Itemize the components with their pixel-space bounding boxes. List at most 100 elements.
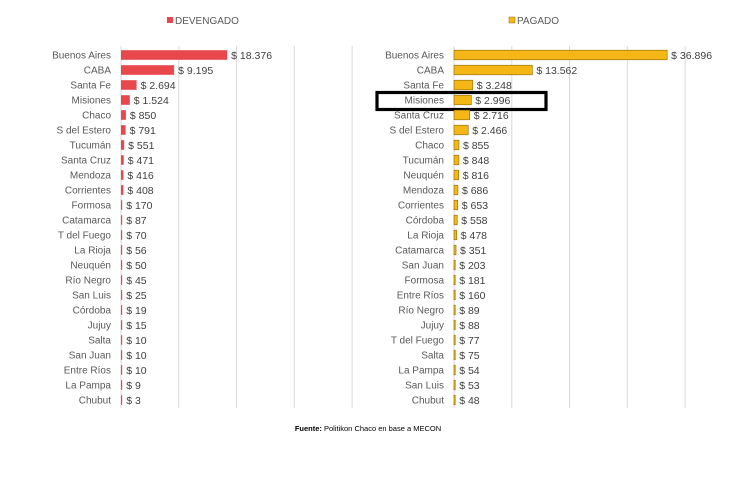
source-note: Fuente: Politikon Chaco en base a MECON — [295, 424, 441, 433]
data-label-caba: $ 13.562 — [536, 65, 577, 77]
data-label-santa-cruz: $ 471 — [128, 155, 154, 167]
data-label-cordoba: $ 558 — [461, 215, 487, 227]
source-note-bold: Fuente: — [295, 424, 322, 433]
bar-jujuy — [453, 319, 456, 331]
category-label-santa-fe: Santa Fe — [403, 81, 444, 92]
data-label-la-pampa: $ 9 — [126, 380, 141, 392]
legend: PAGADO — [508, 16, 559, 27]
bar-catamarca — [121, 215, 123, 225]
data-label-san-juan: $ 203 — [459, 260, 485, 272]
category-label-la-rioja: La Rioja — [74, 246, 111, 257]
bar-mendoza — [121, 170, 124, 180]
pagado-chart: PAGADO Buenos Aires $ 36.896 CABA $ 13.562 Sa… — [375, 16, 712, 408]
category-label-salta: Salta — [421, 351, 444, 362]
data-label-chaco: $ 850 — [130, 110, 156, 122]
category-label-s-del-estero: S del Estero — [57, 126, 112, 137]
category-label-formosa: Formosa — [405, 276, 445, 287]
category-label-la-rioja: La Rioja — [407, 231, 444, 242]
bar-cordoba — [453, 214, 458, 226]
data-label-neuquen: $ 50 — [126, 260, 147, 272]
bar-salta — [121, 335, 123, 345]
bar-salta — [453, 349, 456, 361]
data-label-mendoza: $ 416 — [127, 170, 153, 182]
legend-label: DEVENGADO — [175, 16, 239, 27]
category-label-chubut: Chubut — [79, 396, 111, 407]
category-label-mendoza: Mendoza — [403, 186, 445, 197]
category-label-salta: Salta — [88, 336, 111, 347]
bar-s-del-estero — [453, 124, 469, 136]
data-label-rio-negro: $ 45 — [126, 275, 147, 287]
category-label-misiones: Misiones — [72, 96, 111, 107]
data-label-entre-rios: $ 10 — [126, 365, 147, 377]
category-label-t-del-fuego: T del Fuego — [58, 231, 112, 242]
category-label-corrientes: Corrientes — [65, 186, 111, 197]
devengado-chart: DEVENGADO Buenos Aires $ 18.376 CABA $ 9.195… — [52, 16, 353, 408]
legend-label: PAGADO — [517, 16, 559, 27]
data-label-formosa: $ 170 — [126, 200, 152, 212]
category-label-catamarca: Catamarca — [62, 216, 111, 227]
category-label-s-del-estero: S del Estero — [390, 126, 445, 137]
bar-t-del-fuego — [453, 334, 456, 346]
data-label-s-del-estero: $ 791 — [130, 125, 156, 137]
bar-santa-fe — [453, 79, 474, 91]
category-label-cordoba: Córdoba — [73, 306, 112, 317]
data-label-s-del-estero: $ 2.466 — [472, 125, 507, 137]
bar-chaco — [121, 110, 126, 120]
data-label-t-del-fuego: $ 77 — [459, 335, 480, 347]
bar-caba — [121, 65, 175, 75]
bar-san-juan — [453, 259, 456, 271]
bar-corrientes — [121, 185, 124, 195]
category-label-la-pampa: La Pampa — [65, 381, 111, 392]
bar-mendoza — [453, 184, 459, 196]
data-label-salta: $ 10 — [126, 335, 147, 347]
bar-chubut — [121, 395, 123, 405]
data-label-t-del-fuego: $ 70 — [126, 230, 147, 242]
bar-buenos-aires — [121, 50, 228, 60]
category-label-chubut: Chubut — [412, 396, 444, 407]
bar-misiones — [121, 95, 130, 105]
bar-chubut — [453, 394, 456, 406]
category-label-rio-negro: Río Negro — [398, 306, 444, 317]
data-label-san-juan: $ 10 — [126, 350, 147, 362]
data-label-san-luis: $ 25 — [126, 290, 147, 302]
category-label-rio-negro: Río Negro — [65, 276, 111, 287]
data-label-chubut: $ 3 — [126, 395, 141, 407]
category-label-san-luis: San Luis — [405, 381, 444, 392]
bar-la-pampa — [453, 364, 456, 376]
category-label-santa-fe: Santa Fe — [70, 81, 111, 92]
data-label-jujuy: $ 88 — [459, 320, 480, 332]
bar-rio-negro — [453, 304, 456, 316]
data-label-santa-fe: $ 3.248 — [477, 80, 512, 92]
category-label-tucuman: Tucumán — [403, 156, 444, 167]
category-label-formosa: Formosa — [72, 201, 112, 212]
data-label-catamarca: $ 351 — [460, 245, 486, 257]
data-label-la-rioja: $ 478 — [461, 230, 487, 242]
data-label-salta: $ 75 — [459, 350, 480, 362]
category-label-chaco: Chaco — [82, 111, 111, 122]
category-label-corrientes: Corrientes — [398, 201, 444, 212]
category-label-san-juan: San Juan — [402, 261, 444, 272]
category-label-san-luis: San Luis — [72, 291, 111, 302]
legend: DEVENGADO — [167, 16, 239, 27]
bar-s-del-estero — [121, 125, 126, 135]
bar-san-luis — [453, 379, 456, 391]
data-label-mendoza: $ 686 — [462, 185, 488, 197]
data-label-misiones: $ 1.524 — [134, 95, 169, 107]
data-label-misiones: $ 2.996 — [475, 95, 510, 107]
data-label-santa-fe: $ 2.694 — [141, 80, 176, 92]
data-label-chubut: $ 48 — [459, 395, 480, 407]
bar-neuquen — [453, 169, 460, 181]
bar-tucuman — [453, 154, 460, 166]
bar-cordoba — [121, 305, 123, 315]
category-label-santa-cruz: Santa Cruz — [61, 156, 111, 167]
data-label-corrientes: $ 653 — [462, 200, 488, 212]
data-label-buenos-aires: $ 36.896 — [671, 50, 712, 62]
data-label-corrientes: $ 408 — [127, 185, 153, 197]
category-label-entre-rios: Entre Ríos — [397, 291, 444, 302]
category-label-entre-rios: Entre Ríos — [64, 366, 111, 377]
legend-swatch — [508, 16, 516, 24]
category-label-caba: CABA — [417, 66, 445, 77]
bar-entre-rios — [453, 289, 456, 301]
bar-jujuy — [121, 320, 123, 330]
